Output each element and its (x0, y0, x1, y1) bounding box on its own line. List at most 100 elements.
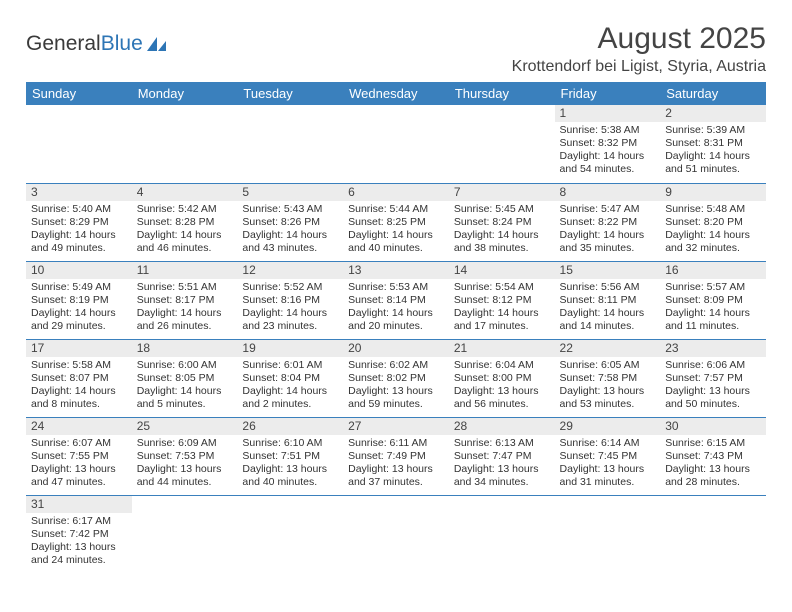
day-cell (237, 105, 343, 183)
day-cell (449, 495, 555, 573)
dayhead-wed: Wednesday (343, 82, 449, 105)
day-number: 4 (132, 184, 238, 201)
daylight-text: Daylight: 14 hours and 35 minutes. (560, 229, 656, 255)
day-number: 31 (26, 496, 132, 513)
day-cell (660, 495, 766, 573)
sunrise-text: Sunrise: 5:48 AM (665, 203, 761, 216)
daylight-text: Daylight: 14 hours and 11 minutes. (665, 307, 761, 333)
calendar-body: 1Sunrise: 5:38 AMSunset: 8:32 PMDaylight… (26, 105, 766, 573)
daylight-text: Daylight: 14 hours and 29 minutes. (31, 307, 127, 333)
daylight-text: Daylight: 13 hours and 44 minutes. (137, 463, 233, 489)
daylight-text: Daylight: 14 hours and 23 minutes. (242, 307, 338, 333)
sunset-text: Sunset: 7:42 PM (31, 528, 127, 541)
sunrise-text: Sunrise: 6:09 AM (137, 437, 233, 450)
day-cell: 9Sunrise: 5:48 AMSunset: 8:20 PMDaylight… (660, 183, 766, 261)
daylight-text: Daylight: 13 hours and 47 minutes. (31, 463, 127, 489)
day-cell (26, 105, 132, 183)
sunset-text: Sunset: 8:28 PM (137, 216, 233, 229)
day-cell (237, 495, 343, 573)
day-number (132, 105, 238, 107)
day-number (449, 105, 555, 107)
day-cell: 7Sunrise: 5:45 AMSunset: 8:24 PMDaylight… (449, 183, 555, 261)
day-number: 15 (555, 262, 661, 279)
dayhead-mon: Monday (132, 82, 238, 105)
sunset-text: Sunset: 8:02 PM (348, 372, 444, 385)
day-content: Sunrise: 5:44 AMSunset: 8:25 PMDaylight:… (343, 201, 449, 258)
daylight-text: Daylight: 14 hours and 5 minutes. (137, 385, 233, 411)
day-number: 10 (26, 262, 132, 279)
day-number (132, 496, 238, 498)
sunrise-text: Sunrise: 5:49 AM (31, 281, 127, 294)
day-content: Sunrise: 5:54 AMSunset: 8:12 PMDaylight:… (449, 279, 555, 336)
sunrise-text: Sunrise: 5:40 AM (31, 203, 127, 216)
sunset-text: Sunset: 7:57 PM (665, 372, 761, 385)
day-number: 20 (343, 340, 449, 357)
day-number (343, 496, 449, 498)
sunrise-text: Sunrise: 5:58 AM (31, 359, 127, 372)
sunset-text: Sunset: 8:22 PM (560, 216, 656, 229)
day-cell: 2Sunrise: 5:39 AMSunset: 8:31 PMDaylight… (660, 105, 766, 183)
day-content: Sunrise: 5:42 AMSunset: 8:28 PMDaylight:… (132, 201, 238, 258)
day-cell: 21Sunrise: 6:04 AMSunset: 8:00 PMDayligh… (449, 339, 555, 417)
day-cell: 6Sunrise: 5:44 AMSunset: 8:25 PMDaylight… (343, 183, 449, 261)
day-content: Sunrise: 6:04 AMSunset: 8:00 PMDaylight:… (449, 357, 555, 414)
calendar-page: GeneralBlue August 2025 Krottendorf bei … (0, 0, 792, 573)
day-content: Sunrise: 6:00 AMSunset: 8:05 PMDaylight:… (132, 357, 238, 414)
day-content: Sunrise: 5:43 AMSunset: 8:26 PMDaylight:… (237, 201, 343, 258)
sunrise-text: Sunrise: 6:14 AM (560, 437, 656, 450)
day-cell: 29Sunrise: 6:14 AMSunset: 7:45 PMDayligh… (555, 417, 661, 495)
day-cell: 20Sunrise: 6:02 AMSunset: 8:02 PMDayligh… (343, 339, 449, 417)
day-content: Sunrise: 6:10 AMSunset: 7:51 PMDaylight:… (237, 435, 343, 492)
day-number: 24 (26, 418, 132, 435)
day-cell: 10Sunrise: 5:49 AMSunset: 8:19 PMDayligh… (26, 261, 132, 339)
day-number: 2 (660, 105, 766, 122)
sunrise-text: Sunrise: 5:45 AM (454, 203, 550, 216)
day-cell: 22Sunrise: 6:05 AMSunset: 7:58 PMDayligh… (555, 339, 661, 417)
day-content: Sunrise: 5:56 AMSunset: 8:11 PMDaylight:… (555, 279, 661, 336)
day-number: 18 (132, 340, 238, 357)
sunset-text: Sunset: 8:29 PM (31, 216, 127, 229)
day-content: Sunrise: 5:57 AMSunset: 8:09 PMDaylight:… (660, 279, 766, 336)
sunrise-text: Sunrise: 6:07 AM (31, 437, 127, 450)
week-row: 3Sunrise: 5:40 AMSunset: 8:29 PMDaylight… (26, 183, 766, 261)
day-content: Sunrise: 6:15 AMSunset: 7:43 PMDaylight:… (660, 435, 766, 492)
day-content: Sunrise: 6:11 AMSunset: 7:49 PMDaylight:… (343, 435, 449, 492)
day-content: Sunrise: 5:58 AMSunset: 8:07 PMDaylight:… (26, 357, 132, 414)
daylight-text: Daylight: 14 hours and 8 minutes. (31, 385, 127, 411)
day-cell: 1Sunrise: 5:38 AMSunset: 8:32 PMDaylight… (555, 105, 661, 183)
sunrise-text: Sunrise: 6:02 AM (348, 359, 444, 372)
daylight-text: Daylight: 13 hours and 37 minutes. (348, 463, 444, 489)
day-cell: 5Sunrise: 5:43 AMSunset: 8:26 PMDaylight… (237, 183, 343, 261)
sunrise-text: Sunrise: 6:01 AM (242, 359, 338, 372)
sunset-text: Sunset: 7:43 PM (665, 450, 761, 463)
day-number: 9 (660, 184, 766, 201)
day-cell: 13Sunrise: 5:53 AMSunset: 8:14 PMDayligh… (343, 261, 449, 339)
daylight-text: Daylight: 13 hours and 53 minutes. (560, 385, 656, 411)
day-cell: 19Sunrise: 6:01 AMSunset: 8:04 PMDayligh… (237, 339, 343, 417)
day-cell: 28Sunrise: 6:13 AMSunset: 7:47 PMDayligh… (449, 417, 555, 495)
day-number: 6 (343, 184, 449, 201)
day-content: Sunrise: 6:06 AMSunset: 7:57 PMDaylight:… (660, 357, 766, 414)
sunset-text: Sunset: 8:32 PM (560, 137, 656, 150)
daylight-text: Daylight: 14 hours and 54 minutes. (560, 150, 656, 176)
sunset-text: Sunset: 8:00 PM (454, 372, 550, 385)
daylight-text: Daylight: 14 hours and 32 minutes. (665, 229, 761, 255)
daylight-text: Daylight: 14 hours and 2 minutes. (242, 385, 338, 411)
day-number: 11 (132, 262, 238, 279)
sunrise-text: Sunrise: 6:00 AM (137, 359, 233, 372)
sunset-text: Sunset: 8:26 PM (242, 216, 338, 229)
header: GeneralBlue August 2025 Krottendorf bei … (26, 22, 766, 76)
daylight-text: Daylight: 14 hours and 51 minutes. (665, 150, 761, 176)
sunrise-text: Sunrise: 5:54 AM (454, 281, 550, 294)
day-cell: 27Sunrise: 6:11 AMSunset: 7:49 PMDayligh… (343, 417, 449, 495)
day-number (237, 105, 343, 107)
sunrise-text: Sunrise: 5:44 AM (348, 203, 444, 216)
day-number (660, 496, 766, 498)
logo: GeneralBlue (26, 22, 168, 56)
day-cell: 3Sunrise: 5:40 AMSunset: 8:29 PMDaylight… (26, 183, 132, 261)
sunrise-text: Sunrise: 6:15 AM (665, 437, 761, 450)
day-content: Sunrise: 6:05 AMSunset: 7:58 PMDaylight:… (555, 357, 661, 414)
sunset-text: Sunset: 8:31 PM (665, 137, 761, 150)
week-row: 31Sunrise: 6:17 AMSunset: 7:42 PMDayligh… (26, 495, 766, 573)
day-number (237, 496, 343, 498)
